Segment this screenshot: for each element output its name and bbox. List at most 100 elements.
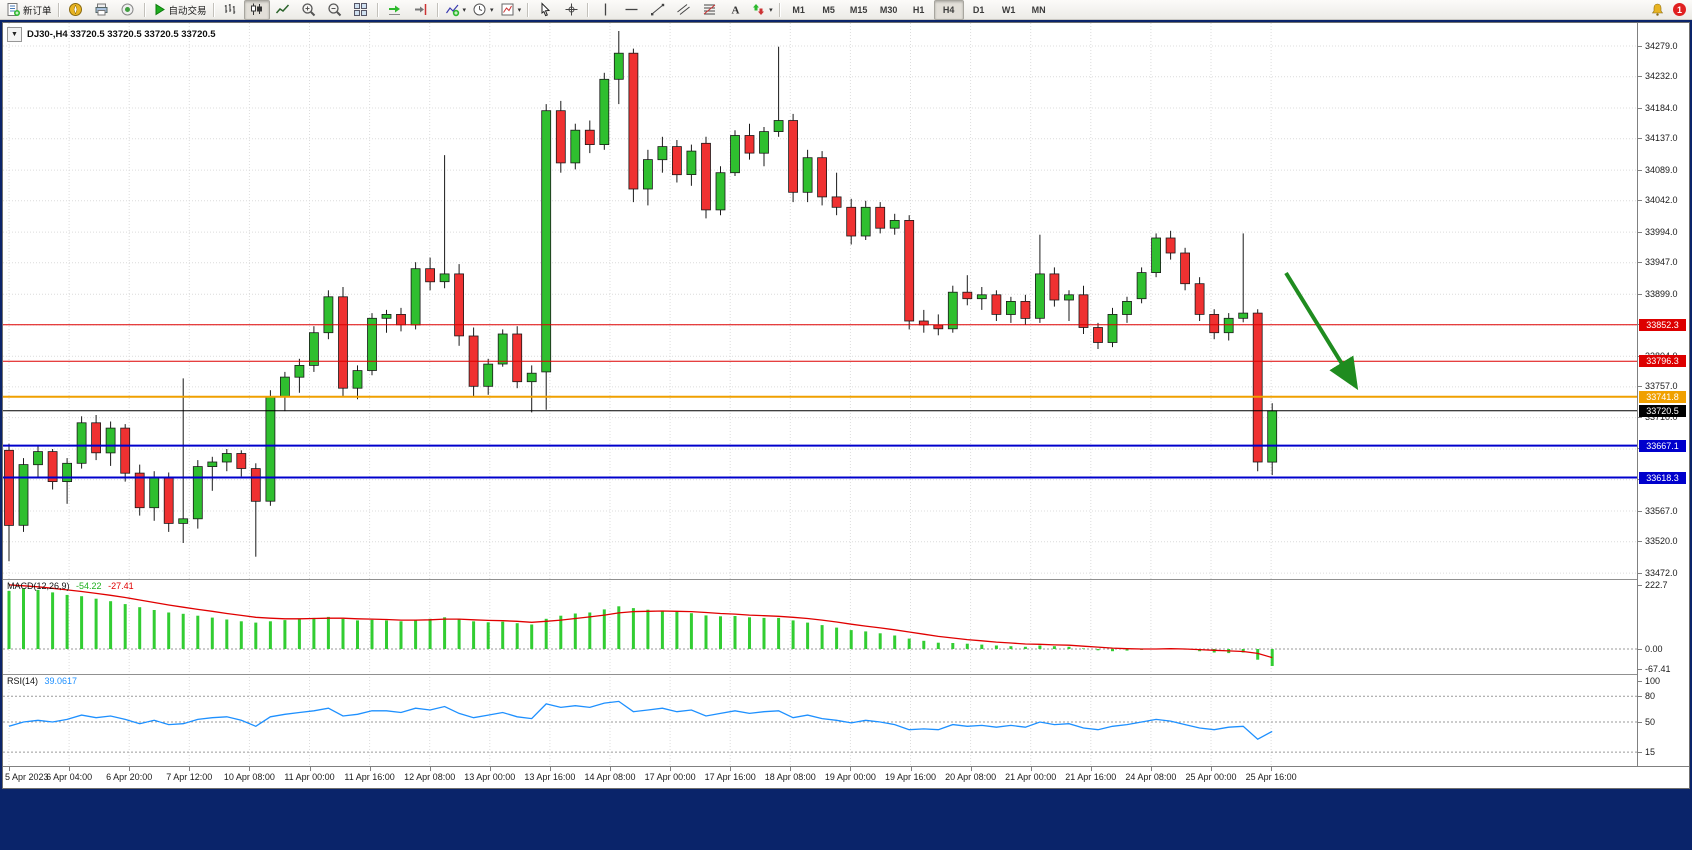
price-axis-label: 33520.0 (1645, 536, 1678, 547)
new-order-button[interactable]: 新订单 (3, 0, 55, 20)
price-line-badge: 33618.3 (1639, 471, 1686, 484)
chart-canvas[interactable] (3, 23, 1637, 766)
time-axis-tick (910, 767, 912, 771)
auto-scroll-button[interactable] (382, 0, 408, 20)
zoom-in-icon (301, 2, 316, 17)
timeframe-mn-button[interactable]: MN (1024, 0, 1054, 20)
tile-windows-button[interactable] (348, 0, 374, 20)
line-chart-mode-button[interactable] (270, 0, 296, 20)
rsi-value: 39.0617 (44, 676, 78, 686)
price-axis-label: 33994.0 (1645, 226, 1678, 237)
price-axis-label: 34137.0 (1645, 133, 1678, 144)
price-axis-label: 33947.0 (1645, 257, 1678, 268)
time-axis-label: 19 Apr 16:00 (884, 772, 937, 782)
autotrading-button[interactable]: 自动交易 (149, 0, 210, 20)
timeframe-mn-label: MN (1031, 4, 1046, 15)
time-axis-tick (1090, 767, 1092, 771)
rsi-axis-label: 15 (1645, 747, 1656, 758)
price-line-badge: 33796.3 (1639, 355, 1686, 368)
time-axis-tick (790, 767, 792, 771)
trendline-button[interactable] (644, 0, 670, 20)
price-axis-label: 34279.0 (1645, 40, 1678, 51)
toolbar-separator (376, 2, 379, 17)
one-click-trading-toggle[interactable]: ▼ (7, 27, 22, 42)
price-axis-label: 34184.0 (1645, 102, 1678, 113)
down-arrow-annotation (1284, 271, 1359, 391)
time-axis-tick (9, 767, 10, 771)
horizontal-line-icon (624, 2, 639, 17)
notification-count-badge[interactable]: 1 (1673, 3, 1686, 16)
rsi-axis-label: 100 (1645, 676, 1661, 686)
timeframe-h4-button[interactable]: H4 (933, 0, 964, 20)
axis-tick (1638, 649, 1642, 650)
price-axis-label: 33472.0 (1645, 567, 1678, 578)
record-icon (120, 2, 135, 17)
price-axis[interactable]: 34279.0 34232.0 34184.0 34137.0 34089.0 34042… (1637, 23, 1689, 766)
templates-button[interactable]: ▾ (497, 0, 525, 20)
time-axis-tick (730, 767, 732, 771)
indicators-button[interactable]: ▾ (442, 0, 470, 20)
macd-name: MACD(12,26,9) (7, 581, 70, 591)
trendline-icon (650, 2, 665, 17)
cursor-button[interactable] (532, 0, 558, 20)
price-line-badge: 33741.8 (1639, 390, 1686, 403)
caret-down-icon: ▾ (769, 6, 773, 14)
timeframe-m5-button[interactable]: M5 (814, 0, 844, 20)
horizontal-price-lines[interactable] (3, 324, 1637, 479)
equidistant-channel-button[interactable] (670, 0, 696, 20)
arrows-button[interactable]: ▾ (748, 0, 776, 20)
axis-tick (1638, 669, 1642, 671)
sound-alerts-button[interactable] (115, 0, 141, 20)
autotrading-play-icon (152, 2, 167, 17)
bar-chart-mode-button[interactable] (218, 0, 244, 20)
arrows-icon (751, 2, 766, 17)
chart-shift-button[interactable] (408, 0, 434, 20)
axis-tick (1638, 417, 1642, 419)
price-axis-label: 33757.0 (1645, 381, 1678, 392)
timeframe-h1-button[interactable]: H1 (904, 0, 934, 20)
panel-splitter-rsi[interactable] (3, 674, 1637, 675)
candlestick-mode-button[interactable] (243, 0, 270, 20)
timeframe-m1-label: M1 (792, 4, 805, 15)
time-axis-tick (129, 767, 131, 771)
toolbar-separator (57, 2, 60, 17)
macd-signal-line (8, 584, 1273, 659)
horizontal-line-button[interactable] (618, 0, 644, 20)
time-axis[interactable]: 5 Apr 2023 6 Apr 04:00 6 Apr 20:00 7 Apr 12… (3, 766, 1689, 788)
time-axis-label: 11 Apr 16:00 (344, 772, 395, 782)
zoom-in-button[interactable] (296, 0, 322, 20)
panel-splitter-macd[interactable] (3, 579, 1637, 580)
periods-button[interactable]: ▾ (469, 0, 497, 20)
time-axis-label: 24 Apr 08:00 (1125, 772, 1177, 782)
timeframe-m30-label: M30 (879, 4, 898, 15)
time-axis-tick (489, 767, 491, 771)
toolbar: 新订单 自动交易 ▾ ▾ ▾ A ▾ M1 M5 M15 M30 H1 H4 D1 W1 MN 1 (0, 0, 1692, 20)
macd-signal-value: -27.41 (108, 581, 134, 591)
macd-axis-label: 0.00 (1645, 644, 1663, 654)
line-chart-icon (275, 2, 290, 17)
caret-down-icon: ▾ (517, 6, 522, 14)
crosshair-button[interactable] (558, 0, 584, 20)
chart-window: 34279.0 34232.0 34184.0 34137.0 34089.0 34042… (2, 22, 1690, 789)
metaeditor-button[interactable] (63, 0, 89, 20)
fibonacci-button[interactable] (696, 0, 722, 20)
text-button[interactable]: A (722, 0, 748, 20)
new-order-label: 新订单 (23, 5, 52, 17)
toolbar-separator (212, 2, 215, 17)
timeframe-d1-button[interactable]: D1 (964, 0, 994, 20)
time-axis-tick (970, 767, 972, 771)
timeframe-m15-button[interactable]: M15 (844, 0, 874, 20)
notifications-button[interactable] (1644, 0, 1670, 20)
rsi-name: RSI(14) (7, 676, 39, 686)
timeframe-w1-button[interactable]: W1 (994, 0, 1024, 20)
timeframe-w1-label: W1 (1001, 4, 1016, 15)
timeframe-m1-button[interactable]: M1 (784, 0, 814, 20)
print-button[interactable] (89, 0, 115, 20)
time-axis-label: 21 Apr 00:00 (1005, 772, 1057, 782)
timeframe-m30-button[interactable]: M30 (874, 0, 904, 20)
time-axis-label: 10 Apr 08:00 (223, 772, 275, 782)
zoom-out-button[interactable] (322, 0, 348, 20)
axis-tick (1638, 541, 1642, 543)
vertical-line-button[interactable] (592, 0, 618, 20)
time-axis-tick (369, 767, 371, 771)
